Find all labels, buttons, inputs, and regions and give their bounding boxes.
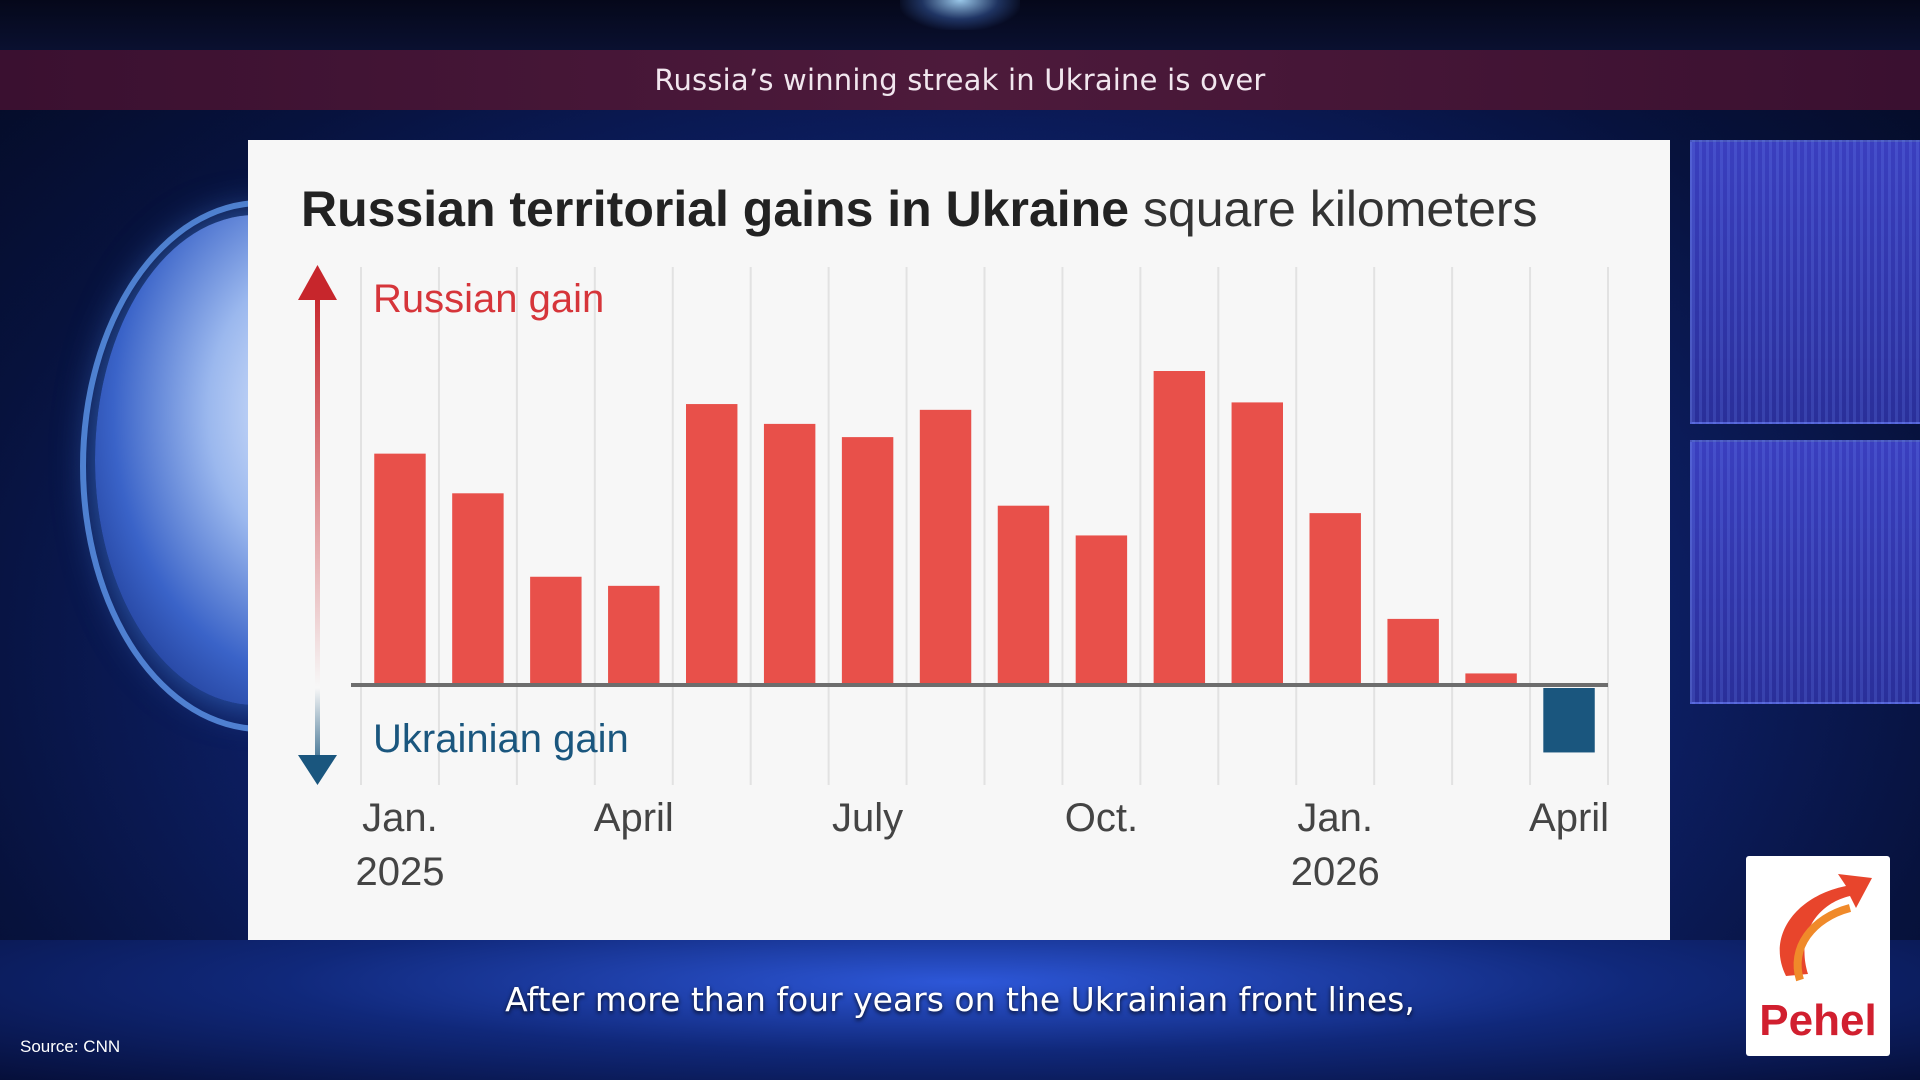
ukrainian-gain-arrow-shaft	[315, 688, 320, 778]
studio-light	[900, 0, 1020, 30]
x-tick-label: April	[1529, 796, 1609, 840]
up-arrow-icon	[298, 265, 337, 300]
x-tick-label: Oct.	[1065, 796, 1138, 840]
bar-russian-gain	[685, 404, 738, 685]
bar-russian-gain	[1075, 535, 1128, 685]
x-tick-label: 2026	[1291, 850, 1380, 894]
logo-arrow-icon	[1779, 874, 1872, 982]
bar-russian-gain	[1231, 402, 1284, 685]
down-arrow-icon	[298, 755, 337, 785]
channel-logo: Pehel	[1746, 856, 1890, 1056]
chart-card: Russian territorial gains in Ukraine squ…	[248, 140, 1670, 940]
chart-title: Russian territorial gains in Ukraine squ…	[301, 180, 1538, 238]
x-tick-label: Jan.	[362, 796, 438, 840]
world-map-screen	[1690, 440, 1920, 704]
ukrainian-gain-label: Ukrainian gain	[373, 717, 629, 761]
bar-russian-gain	[1153, 371, 1206, 685]
headline-bar: Russia’s winning streak in Ukraine is ov…	[0, 50, 1920, 110]
bar-russian-gain	[1309, 513, 1361, 685]
x-tick-label: April	[594, 796, 674, 840]
source-label: Source: CNN	[20, 1037, 121, 1056]
bar-russian-gain	[452, 493, 504, 685]
studio-floor	[0, 940, 1920, 1080]
bar-russian-gain	[997, 505, 1050, 685]
x-tick-label: July	[832, 796, 903, 840]
bar-ukrainian-gain	[1543, 688, 1595, 753]
world-map-screen	[1690, 140, 1920, 424]
bar-chart: Russian gain Ukrainian gain Jan. 2025 April J…	[298, 265, 1609, 894]
bar-russian-gain	[1387, 618, 1439, 685]
bar-russian-gain	[374, 453, 426, 685]
bar-russian-gain	[763, 423, 816, 685]
russian-gain-label: Russian gain	[373, 277, 604, 321]
bar-russian-gain	[919, 409, 972, 685]
chart-title-main: Russian territorial gains in Ukraine	[301, 181, 1130, 237]
bar-russian-gain	[608, 585, 660, 685]
caption-subtitle: After more than four years on the Ukrain…	[505, 980, 1415, 1019]
x-tick-label: 2025	[355, 850, 444, 894]
logo-text: Pehel	[1759, 996, 1877, 1045]
bar-russian-gain	[530, 576, 582, 685]
headline-text: Russia’s winning streak in Ukraine is ov…	[654, 63, 1266, 97]
x-tick-label: Jan.	[1297, 796, 1373, 840]
bar-russian-gain	[841, 437, 894, 685]
bar-russian-gain	[1465, 673, 1517, 685]
chart-title-unit: square kilometers	[1142, 181, 1538, 237]
russian-gain-arrow-shaft	[315, 292, 320, 687]
